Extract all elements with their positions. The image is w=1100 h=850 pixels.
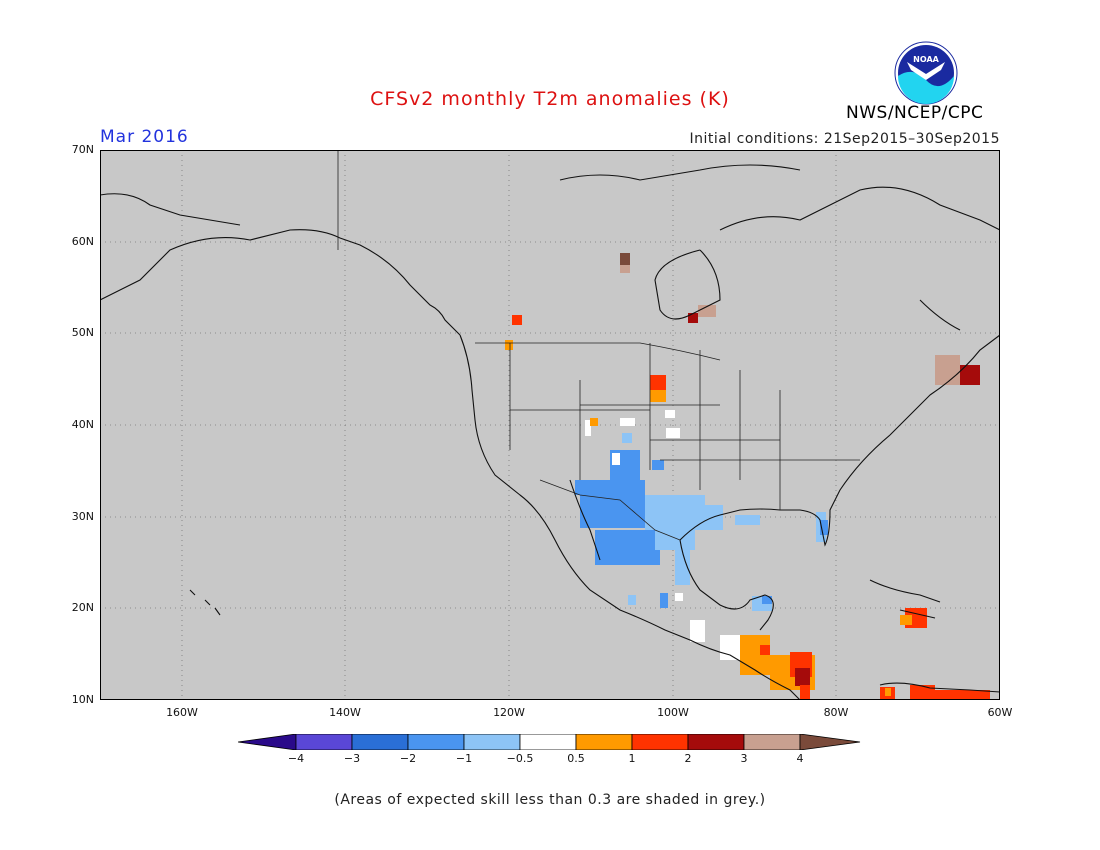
noaa-logo-icon: NOAA	[894, 41, 958, 105]
target-month: Mar 2016	[100, 127, 189, 147]
lon-label-120w: 120W	[493, 706, 525, 719]
warm-anomaly-northern-plains	[590, 375, 666, 426]
colorbar-tick: −3	[343, 752, 361, 765]
lon-label-140w: 140W	[329, 706, 361, 719]
map-gridlines	[100, 150, 1000, 700]
colorbar-tick: −0.5	[506, 752, 534, 765]
agency-label: NWS/NCEP/CPC	[846, 103, 984, 123]
colorbar-tick: 2	[684, 752, 692, 765]
lat-label-50n: 50N	[71, 326, 94, 339]
colorbar-tick: 1	[628, 752, 636, 765]
colorbar-tick: 4	[796, 752, 804, 765]
chart-title: CFSv2 monthly T2m anomalies (K)	[370, 88, 730, 110]
cool-anomaly-texas	[628, 495, 760, 608]
cool-anomaly-yucatan	[752, 596, 772, 611]
colorbar-tick: −1	[455, 752, 473, 765]
lat-label-60n: 60N	[71, 235, 94, 248]
colorbar-tick: −4	[287, 752, 305, 765]
warm-anomaly-south-america	[880, 685, 990, 700]
lat-label-40n: 40N	[71, 418, 94, 431]
initial-conditions: Initial conditions: 21Sep2015–30Sep2015	[689, 131, 1000, 147]
colorbar-tick: 0.5	[567, 752, 585, 765]
skill-footnote: (Areas of expected skill less than 0.3 a…	[334, 792, 766, 808]
lat-label-20n: 20N	[71, 601, 94, 614]
lat-label-70n: 70N	[71, 143, 94, 156]
coastlines	[100, 164, 1000, 700]
lon-label-100w: 100W	[657, 706, 689, 719]
lat-label-10n: 10N	[71, 693, 94, 706]
lon-label-80w: 80W	[823, 706, 849, 719]
warm-anomaly-canada	[505, 253, 716, 350]
lon-label-160w: 160W	[166, 706, 198, 719]
lat-label-30n: 30N	[71, 510, 94, 523]
svg-text:NOAA: NOAA	[913, 55, 939, 64]
lon-label-60w: 60W	[987, 706, 1013, 719]
colorbar-tick: −2	[399, 752, 417, 765]
anomaly-map	[100, 150, 1000, 700]
neutral-cells	[585, 410, 742, 660]
warm-anomaly-antilles	[900, 608, 927, 628]
warm-anomaly-nova-scotia	[935, 355, 980, 385]
colorbar	[238, 734, 861, 750]
political-borders	[337, 150, 860, 541]
warm-anomaly-central-america	[740, 635, 815, 700]
colorbar-tick: 3	[740, 752, 748, 765]
